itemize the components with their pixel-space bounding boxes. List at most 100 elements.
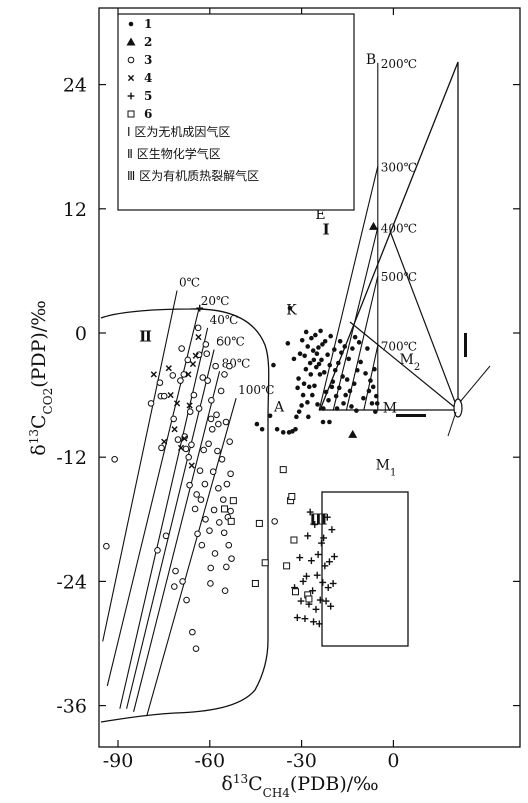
region-label: Ⅰ [323,221,330,239]
data-point-dot [344,377,350,382]
data-point-circle [172,567,179,575]
data-point-circle [208,396,215,404]
data-point-plus [301,615,309,623]
legend-marker-circle [127,56,135,64]
data-point-dot [296,376,301,381]
data-point-dot [366,388,372,394]
data-point-dot [336,385,342,391]
data-point-circle [185,453,192,461]
data-point-circle [197,496,205,503]
data-point-dot [300,392,306,398]
data-point-circle [158,444,165,452]
data-point-dot [306,384,312,390]
data-point-dot [259,426,265,432]
data-point-x-stroke [161,438,168,445]
data-point-dot [254,421,260,427]
y-axis-title: δ13CCO2(PDP)/‰ [27,300,55,455]
data-point-circle [194,324,202,332]
data-point-x [186,402,193,409]
inorganic-isotherm-line [345,275,379,411]
data-point-circle [202,516,209,523]
data-point-circle [199,374,207,381]
data-point-dot [303,329,309,335]
data-point-dot [363,371,368,376]
data-point-triangle [369,221,379,230]
data-point-circle [210,506,218,514]
region-1-triangle [319,61,459,411]
legend-marker-x [127,74,135,82]
data-point-circle [271,518,278,525]
data-point-dot [316,361,322,367]
data-point-square [290,536,298,544]
data-point-square [255,519,263,527]
data-point-circle [215,519,223,526]
data-point-dot [330,379,336,384]
data-point-dot [368,378,373,383]
line-e-m [389,230,459,411]
data-point-dot [374,401,380,406]
data-point-circle [221,371,228,378]
bottom-bar-marker [396,414,426,417]
biogenic-isotherm-line [126,349,215,709]
legend-text: Ⅰ 区为无机成因气区 [127,124,230,139]
data-point-plus [311,521,319,528]
plot-frame [98,7,521,748]
data-point-dot [318,328,323,334]
data-point-dot [320,419,326,425]
data-point-plus [307,557,315,565]
data-point-dot [267,413,273,419]
data-point-x [167,392,174,399]
data-point-plus [310,618,317,626]
data-point-dot [369,401,375,406]
data-point-dot [299,403,304,408]
legend-marker-dot [128,21,134,27]
data-point-circle [226,438,233,445]
data-point-square [227,517,235,525]
data-point-plus [330,553,338,560]
data-point-x-stroke [192,352,199,359]
y-tick-label: -36 [56,696,87,718]
inorganic-isotherm-line [332,227,379,411]
data-point-plus [326,558,333,566]
data-point-plus [293,614,301,622]
data-point-dot [297,351,303,357]
data-point-x [188,462,195,469]
data-point-dot [310,392,315,398]
data-point-circle [220,529,228,537]
data-point-circle [227,507,234,515]
data-point-circle [188,441,195,449]
data-point-plus [323,513,331,521]
biogenic-isotherm-label: 80℃ [222,356,251,370]
data-point-circle [226,362,233,370]
data-point-x-stroke [173,400,181,407]
data-point-dot [346,356,352,362]
data-point-dot [354,367,360,373]
data-point-dot [332,347,337,352]
data-point-x [165,365,172,372]
data-point-dot [321,406,326,411]
region-label: Ⅱ [139,327,152,345]
legend-number: 5 [144,89,152,103]
legend-marker-x-stroke [127,74,135,82]
key-point-labels: A K E B M M1 M2 [273,52,420,478]
region-2-boundary [100,308,270,723]
data-point-circle [215,484,222,492]
data-point-circle [204,377,211,384]
data-point-dot [373,393,379,399]
biogenic-isotherm-line [106,309,200,687]
data-point-dot [305,344,311,349]
data-point-dot [295,385,300,391]
data-point-plus [314,551,322,558]
data-point-circle [223,480,231,488]
data-point-plus [297,597,305,605]
data-point-plus [327,602,335,610]
data-point-circle [162,532,170,540]
data-point-dot [343,392,348,398]
data-points [103,221,380,652]
point-label-b: B [366,52,376,68]
data-point-circle [223,563,230,571]
data-point-circle [198,541,206,549]
inorganic-isotherm-label: 500℃ [381,270,417,284]
data-point-dot [370,384,376,390]
data-point-circle [184,356,192,364]
